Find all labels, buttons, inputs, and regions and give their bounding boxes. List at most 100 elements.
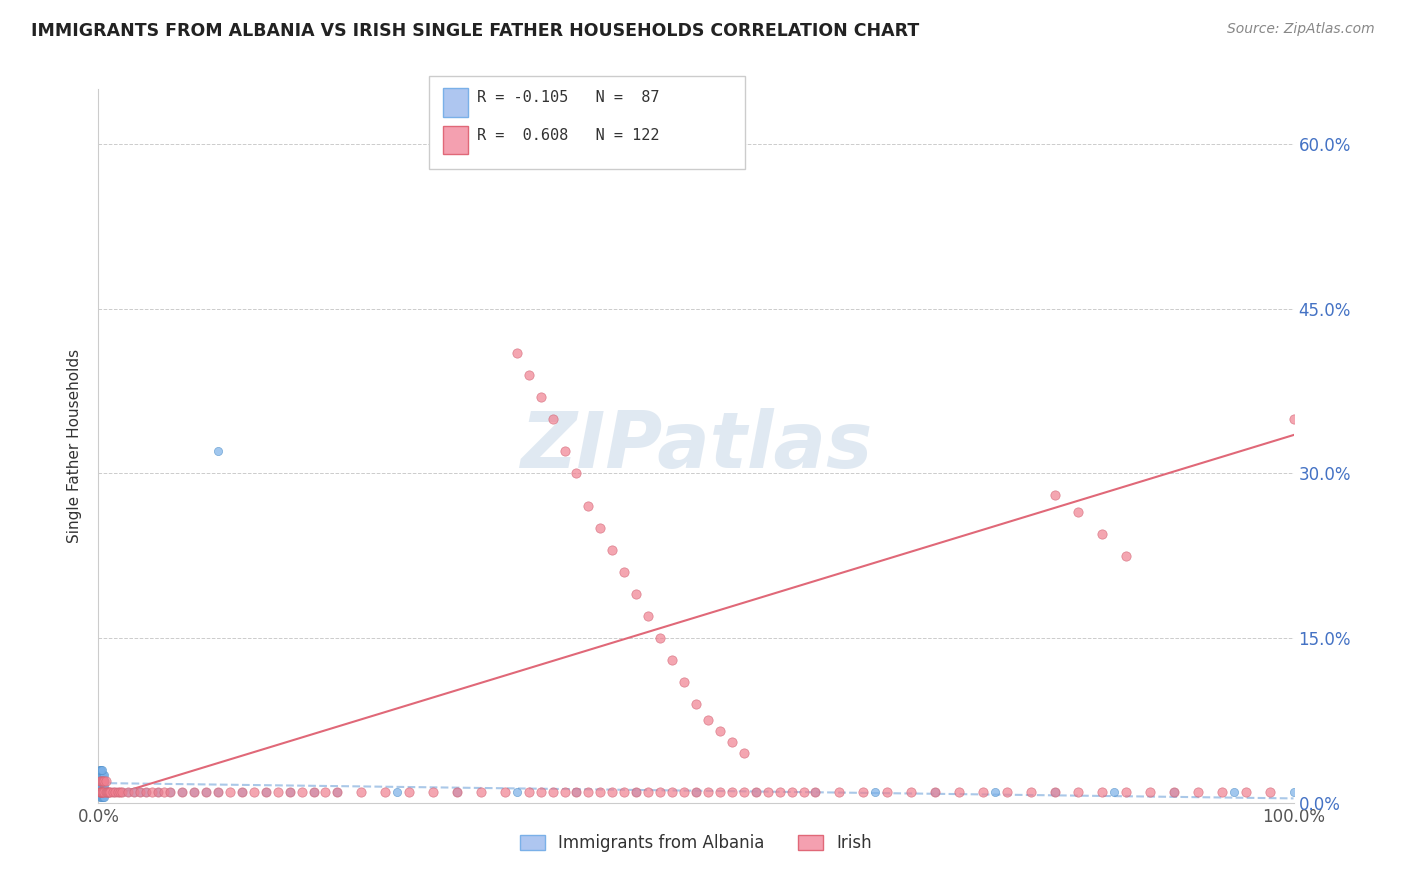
Point <box>91 768 114 782</box>
Point <box>91 785 114 799</box>
Point <box>326 785 349 799</box>
Point <box>278 785 301 799</box>
Point <box>90 763 112 777</box>
Point <box>1282 411 1305 425</box>
Point <box>385 785 409 799</box>
Point <box>470 785 492 799</box>
Point <box>254 785 277 799</box>
Point <box>613 566 636 580</box>
Point <box>91 773 114 788</box>
Point <box>721 735 744 749</box>
Point <box>101 785 124 799</box>
Point <box>111 785 134 799</box>
Point <box>89 780 111 794</box>
Point <box>90 773 112 788</box>
Point <box>1187 785 1209 799</box>
Point <box>108 785 131 799</box>
Point <box>865 785 887 799</box>
Point <box>89 768 111 782</box>
Y-axis label: Single Father Households: Single Father Households <box>67 349 83 543</box>
Point <box>554 785 576 799</box>
Point <box>148 785 170 799</box>
Point <box>90 785 112 799</box>
Point <box>315 785 337 799</box>
Point <box>804 785 827 799</box>
Point <box>602 543 624 558</box>
Point <box>1091 785 1114 799</box>
Point <box>506 785 529 799</box>
Point <box>900 785 922 799</box>
Point <box>780 785 803 799</box>
Point <box>541 411 564 425</box>
Point <box>374 785 396 799</box>
Point <box>90 790 112 805</box>
Point <box>721 785 744 799</box>
Point <box>90 773 112 788</box>
Point <box>91 780 114 794</box>
Text: R = -0.105   N =  87: R = -0.105 N = 87 <box>477 90 659 105</box>
Point <box>91 790 114 805</box>
Point <box>243 785 266 799</box>
Point <box>733 785 755 799</box>
Point <box>89 773 111 788</box>
Point <box>91 785 114 799</box>
Point <box>709 724 731 739</box>
Point <box>183 785 205 799</box>
Point <box>948 785 970 799</box>
Point <box>924 785 946 799</box>
Legend: Immigrants from Albania, Irish: Immigrants from Albania, Irish <box>513 828 879 859</box>
Point <box>91 773 114 788</box>
Point <box>697 785 720 799</box>
Point <box>685 785 707 799</box>
Text: ZIPatlas: ZIPatlas <box>520 408 872 484</box>
Point <box>673 785 696 799</box>
Point <box>804 785 827 799</box>
Text: R =  0.608   N = 122: R = 0.608 N = 122 <box>477 128 659 143</box>
Point <box>517 785 540 799</box>
Point <box>98 785 121 799</box>
Point <box>93 773 115 788</box>
Point <box>159 785 181 799</box>
Point <box>1043 785 1066 799</box>
Point <box>565 467 588 481</box>
Point <box>91 773 114 788</box>
Point <box>637 785 659 799</box>
Point <box>1091 526 1114 541</box>
Point <box>104 785 127 799</box>
Point <box>626 587 648 601</box>
Point <box>91 763 114 777</box>
Point <box>117 785 139 799</box>
Point <box>93 790 115 805</box>
Point <box>124 785 146 799</box>
Point <box>89 773 111 788</box>
Point <box>98 785 122 799</box>
Point <box>93 773 115 788</box>
Point <box>326 785 349 799</box>
Point <box>93 785 115 799</box>
Point <box>153 785 176 799</box>
Point <box>602 785 624 799</box>
Point <box>661 785 683 799</box>
Point <box>97 785 120 799</box>
Point <box>207 785 229 799</box>
Point <box>148 785 170 799</box>
Point <box>97 785 120 799</box>
Point <box>93 773 115 788</box>
Point <box>103 785 125 799</box>
Point <box>90 780 112 794</box>
Point <box>94 773 117 788</box>
Point <box>101 785 124 799</box>
Point <box>661 653 683 667</box>
Point <box>1282 785 1305 799</box>
Point <box>89 785 111 799</box>
Point <box>207 785 229 799</box>
Point <box>93 780 115 794</box>
Point <box>648 631 672 645</box>
Point <box>100 785 122 799</box>
Point <box>98 785 122 799</box>
Point <box>1163 785 1185 799</box>
Point <box>195 785 218 799</box>
Point <box>195 785 218 799</box>
Point <box>87 773 110 788</box>
Point <box>541 785 564 799</box>
